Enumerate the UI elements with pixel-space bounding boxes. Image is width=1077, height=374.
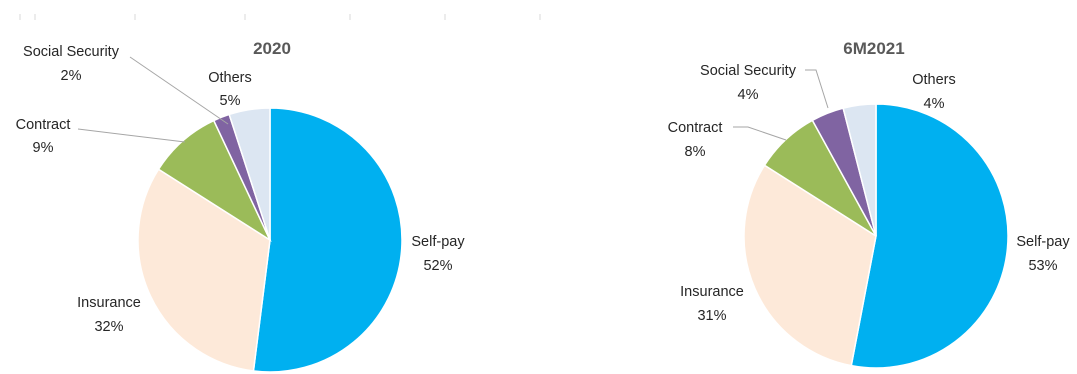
slice-value-contract: 8% [685,144,706,160]
slice-value-social-security: 2% [61,68,82,84]
slice-labels: Self-pay 53% Insurance 31% Contract 8% S… [668,63,1071,324]
slice-label-self-pay: Self-pay [1016,234,1070,250]
leader-lines [733,69,829,141]
slice-label-contract: Contract [16,117,71,133]
slice-value-self-pay: 53% [1028,258,1057,274]
slice-label-contract: Contract [668,120,723,136]
pie-slice-self-pay [252,107,403,373]
pie-slice-others [842,103,877,237]
pie-slice-others [228,107,271,241]
slice-labels: Self-pay 52% Insurance 32% Contract 9% S… [16,44,466,335]
slice-value-insurance: 32% [94,319,123,335]
pie-chart-2020: 2020 Self-pay 52% Insurance 32% Contract… [16,39,466,373]
slice-value-others: 4% [924,96,945,112]
slice-label-self-pay: Self-pay [411,234,465,250]
slice-label-others: Others [208,70,252,86]
chart-title: 2020 [253,39,291,58]
slice-label-insurance: Insurance [77,295,141,311]
slice-value-contract: 9% [33,140,54,156]
slice-label-social-security: Social Security [700,63,797,79]
slice-value-social-security: 4% [738,87,759,103]
slice-label-insurance: Insurance [680,284,744,300]
slice-label-others: Others [912,72,956,88]
pie-chart-6m2021: 6M2021 Self-pay 53% Insurance 31% Contra… [668,39,1071,369]
top-ticks [19,14,541,20]
slice-value-self-pay: 52% [423,258,452,274]
slice-value-insurance: 31% [697,308,726,324]
pie-slices [743,103,1009,369]
slice-value-others: 5% [220,93,241,109]
chart-title: 6M2021 [843,39,904,58]
pie-slices [137,107,403,373]
slice-label-social-security: Social Security [23,44,120,60]
leader-lines [77,56,229,143]
pie-slice-self-pay [850,103,1009,369]
